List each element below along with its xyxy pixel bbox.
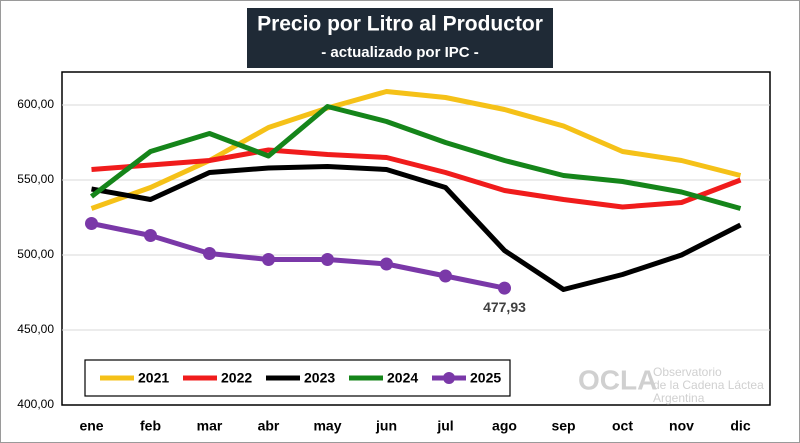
chart-title: Precio por Litro al Productor (257, 13, 543, 36)
point (262, 253, 275, 266)
y-tick-label: 450,00 (17, 322, 54, 336)
series-line (90, 89, 742, 211)
x-tick-label: nov (669, 418, 694, 434)
x-tick-label: ago (492, 418, 517, 434)
y-tick-label: 600,00 (17, 97, 54, 111)
watermark-logo: OCLA (578, 364, 657, 395)
legend-label: 2024 (387, 370, 418, 386)
watermark-text: Observatorio (653, 365, 722, 379)
x-tick-label: abr (258, 418, 280, 434)
point (203, 247, 216, 260)
x-tick-label: jul (436, 418, 453, 434)
legend-label: 2022 (221, 370, 252, 386)
watermark-text: Argentina (653, 391, 705, 405)
data-label: 477,93 (483, 299, 526, 315)
x-tick-label: feb (140, 418, 161, 434)
title-box (247, 8, 553, 68)
point (321, 253, 334, 266)
x-tick-label: dic (730, 418, 750, 434)
series-line (91, 147, 742, 210)
x-tick-label: sep (551, 418, 575, 434)
legend-marker (443, 372, 455, 384)
point (144, 229, 157, 242)
x-tick-label: may (313, 418, 341, 434)
x-tick-label: jun (375, 418, 397, 434)
series-line (91, 164, 742, 292)
y-tick-label: 550,00 (17, 172, 54, 186)
y-tick-label: 500,00 (17, 247, 54, 261)
y-tick-label: 400,00 (17, 397, 54, 411)
x-tick-label: mar (197, 418, 223, 434)
legend-label: 2021 (138, 370, 169, 386)
watermark-text: de la Cadena Láctea (653, 378, 764, 392)
point (85, 217, 98, 230)
legend-label: 2025 (470, 370, 501, 386)
plot-area (61, 71, 771, 406)
point (498, 281, 511, 295)
x-tick-label: oct (612, 418, 633, 434)
x-tick-label: ene (79, 418, 103, 434)
point (380, 257, 393, 271)
point (439, 269, 452, 283)
legend-label: 2023 (304, 370, 335, 386)
series-line (89, 104, 742, 211)
chart-subtitle: - actualizado por IPC - (321, 44, 479, 61)
series-line (91, 221, 506, 291)
